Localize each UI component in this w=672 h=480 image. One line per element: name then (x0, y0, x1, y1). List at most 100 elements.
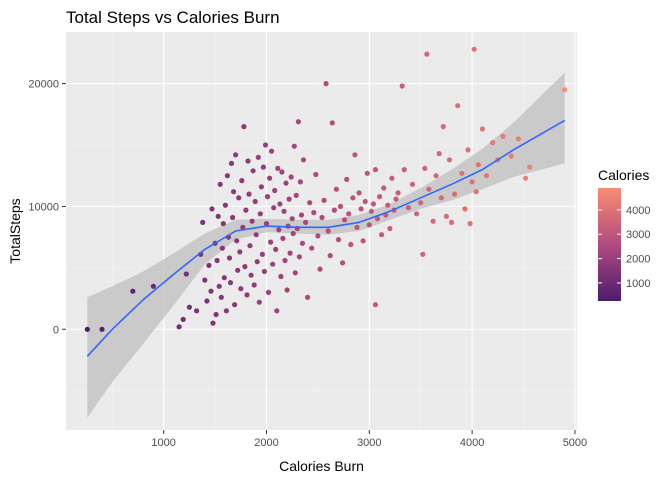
data-point (364, 170, 370, 176)
data-point (333, 186, 339, 192)
data-point (350, 195, 356, 201)
data-point (438, 195, 444, 201)
data-point (222, 202, 228, 208)
data-point (269, 148, 275, 154)
data-point (261, 268, 267, 275)
data-point (242, 264, 248, 270)
data-point (245, 158, 251, 164)
data-point (471, 46, 477, 52)
data-point (238, 286, 244, 292)
data-point (508, 153, 514, 159)
data-point (232, 302, 238, 308)
data-point (372, 167, 379, 173)
data-point (319, 214, 325, 221)
data-point (292, 270, 298, 276)
data-point (223, 308, 229, 314)
data-point (358, 206, 364, 212)
data-point (251, 282, 257, 288)
data-point (352, 152, 358, 158)
data-point (385, 202, 391, 208)
data-point (295, 119, 301, 125)
data-point (290, 230, 296, 237)
data-point (344, 176, 350, 182)
data-point (286, 196, 292, 202)
data-point (99, 326, 105, 332)
data-point (200, 219, 206, 225)
data-point (313, 171, 319, 178)
x-tick-label: 3000 (357, 437, 381, 449)
data-point (194, 308, 200, 314)
data-point (401, 167, 407, 173)
data-point (440, 124, 446, 130)
x-tick-label: 2000 (254, 437, 278, 449)
data-point (259, 251, 265, 257)
data-point (250, 168, 256, 174)
data-point (278, 273, 284, 280)
y-tick-label: 20000 (28, 79, 59, 91)
data-point (206, 262, 212, 268)
data-point (409, 181, 416, 187)
data-point (420, 251, 426, 257)
data-point (346, 211, 352, 217)
data-point (360, 238, 366, 244)
y-axis-ticks: 0 10000 20000 (28, 79, 66, 336)
data-point (236, 195, 242, 201)
data-point (307, 200, 313, 206)
data-point (246, 191, 252, 197)
data-point (381, 185, 387, 191)
data-point (340, 260, 346, 266)
data-point (327, 253, 333, 259)
data-point (368, 208, 374, 214)
data-point (233, 152, 239, 158)
legend-title: Calories (598, 167, 649, 183)
legend-colorbar (598, 188, 621, 301)
legend-tick-label: 1000 (626, 278, 650, 290)
data-point (221, 275, 227, 281)
data-point (274, 308, 280, 314)
data-point (297, 179, 303, 185)
data-point (305, 294, 311, 300)
data-point (562, 87, 568, 93)
smooth-trend-line (86, 119, 566, 357)
data-point (270, 261, 276, 267)
data-point (430, 218, 436, 224)
x-axis-title: Calories Burn (279, 458, 364, 474)
data-point (240, 224, 246, 230)
data-point (303, 219, 309, 225)
data-point (315, 233, 321, 239)
data-point (186, 304, 192, 310)
data-point (235, 267, 241, 273)
data-point (210, 320, 216, 326)
data-point (331, 207, 337, 213)
x-tick-label: 4000 (460, 437, 484, 449)
data-point (325, 228, 331, 234)
data-point (258, 184, 264, 190)
data-point (356, 190, 362, 196)
data-point (288, 174, 294, 180)
data-point (227, 280, 234, 286)
data-point (475, 162, 481, 168)
data-point (459, 170, 465, 176)
data-point (335, 237, 342, 243)
data-point (204, 298, 210, 304)
data-point (208, 288, 214, 294)
data-point (252, 198, 258, 205)
data-point (244, 292, 250, 298)
data-point (298, 212, 305, 218)
data-point (289, 216, 295, 222)
points-layer (84, 46, 568, 332)
data-point (311, 210, 317, 216)
data-point (268, 239, 274, 245)
data-point (226, 255, 233, 261)
data-point (239, 178, 245, 184)
data-point (224, 173, 230, 179)
data-point (370, 201, 376, 207)
data-point (276, 227, 282, 233)
data-point (228, 160, 235, 166)
data-point (293, 192, 299, 198)
data-point (337, 203, 344, 209)
data-point (253, 232, 259, 238)
data-point (393, 196, 399, 202)
data-point (422, 165, 428, 171)
